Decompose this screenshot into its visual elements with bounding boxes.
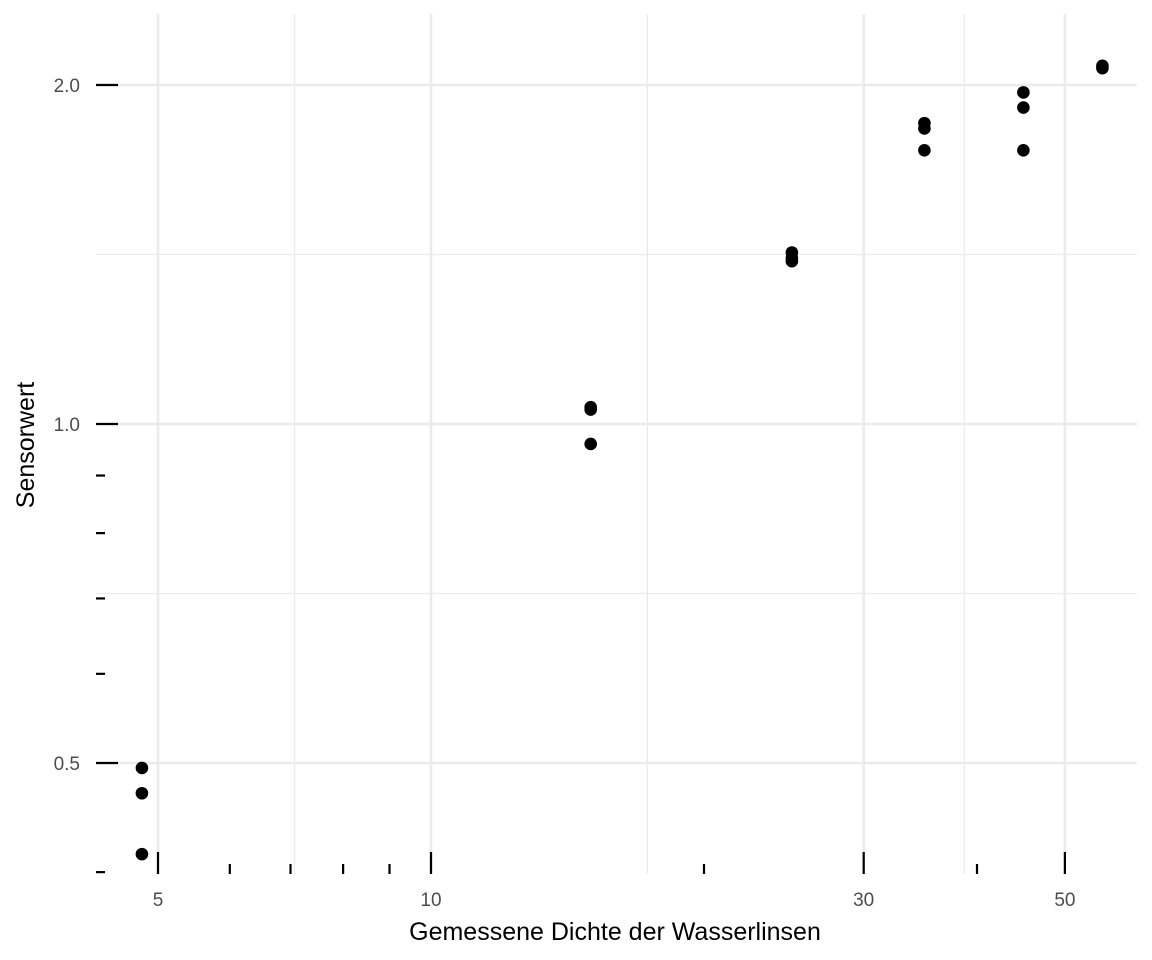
x-tick-label: 5 <box>153 890 164 911</box>
axis-ticks <box>96 83 1066 874</box>
data-point <box>584 437 597 451</box>
data-point <box>918 144 931 157</box>
x-axis-title: Gemessene Dichte der Wasserlinsen <box>409 918 821 946</box>
tick-labels: 5 10 30 50 0.5 1.0 2.0 <box>54 76 1076 911</box>
data-points <box>135 59 1109 861</box>
x-tick-label: 50 <box>1054 890 1075 911</box>
x-tick-label: 30 <box>853 890 874 911</box>
data-point <box>785 254 799 268</box>
data-point <box>1017 101 1030 114</box>
data-point <box>135 847 149 861</box>
y-tick-label: 0.5 <box>54 754 80 775</box>
grid <box>96 14 1137 874</box>
data-point <box>1017 86 1030 99</box>
y-tick-label: 1.0 <box>54 415 80 436</box>
y-axis-title: Sensorwert <box>12 382 40 508</box>
data-point <box>1096 61 1109 75</box>
y-tick-label: 2.0 <box>54 76 80 97</box>
x-tick-label: 10 <box>420 890 441 911</box>
data-point <box>918 122 931 135</box>
data-point <box>584 403 597 416</box>
data-point <box>135 761 149 775</box>
data-point <box>1017 144 1030 157</box>
data-point <box>135 786 149 800</box>
